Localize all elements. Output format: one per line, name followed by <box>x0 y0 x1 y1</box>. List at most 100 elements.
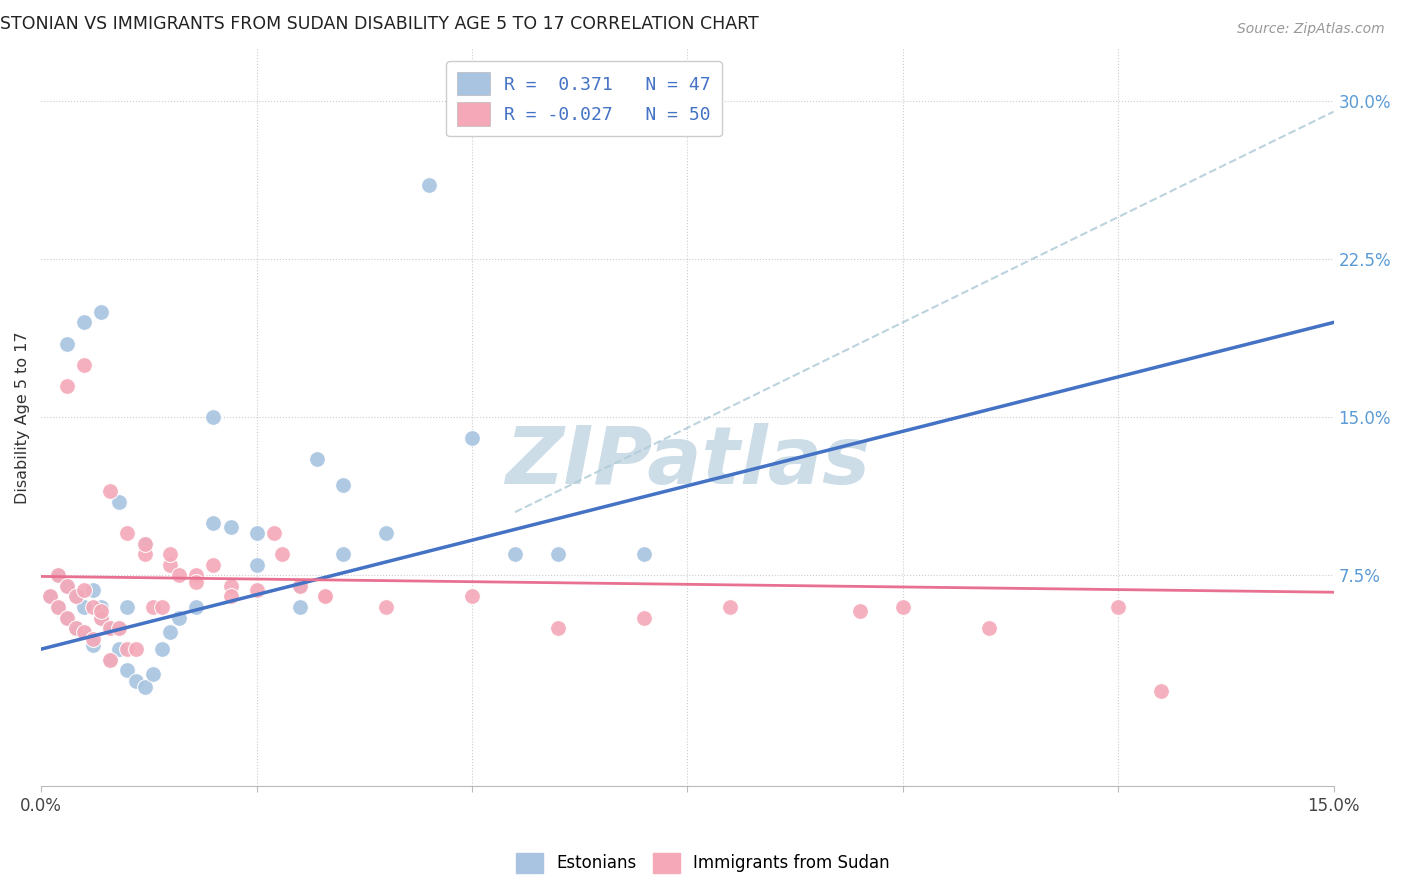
Point <box>245 526 267 541</box>
Point <box>90 599 112 614</box>
Point <box>65 621 87 635</box>
Point <box>167 610 190 624</box>
Point <box>98 653 121 667</box>
Point <box>314 590 336 604</box>
Point <box>288 599 311 614</box>
Point <box>117 663 139 677</box>
Point <box>46 568 69 582</box>
Point <box>142 599 165 614</box>
Point <box>186 574 208 589</box>
Point <box>271 547 294 561</box>
Point <box>65 621 87 635</box>
Point <box>98 621 121 635</box>
Y-axis label: Disability Age 5 to 17: Disability Age 5 to 17 <box>15 331 30 504</box>
Point <box>82 583 104 598</box>
Point <box>82 632 104 646</box>
Point <box>46 568 69 582</box>
Point <box>56 610 79 624</box>
Point <box>418 178 440 193</box>
Point <box>56 610 79 624</box>
Point <box>202 410 225 425</box>
Point <box>73 315 96 329</box>
Point <box>159 547 181 561</box>
Point <box>107 494 129 508</box>
Point <box>125 642 148 657</box>
Point <box>159 558 181 572</box>
Point <box>38 590 60 604</box>
Point <box>73 625 96 640</box>
Point <box>117 642 139 657</box>
Point <box>186 599 208 614</box>
Point <box>202 558 225 572</box>
Point <box>977 621 1000 635</box>
Legend: R =  0.371   N = 47, R = -0.027   N = 50: R = 0.371 N = 47, R = -0.027 N = 50 <box>446 62 721 136</box>
Point <box>263 526 285 541</box>
Point <box>82 638 104 652</box>
Point <box>56 579 79 593</box>
Point <box>82 599 104 614</box>
Point <box>288 579 311 593</box>
Point <box>374 599 396 614</box>
Point <box>374 526 396 541</box>
Point <box>718 599 741 614</box>
Point <box>503 547 526 561</box>
Point <box>107 621 129 635</box>
Point <box>73 358 96 372</box>
Point <box>547 547 569 561</box>
Point <box>332 547 354 561</box>
Point <box>117 526 139 541</box>
Point <box>1150 684 1173 698</box>
Text: ESTONIAN VS IMMIGRANTS FROM SUDAN DISABILITY AGE 5 TO 17 CORRELATION CHART: ESTONIAN VS IMMIGRANTS FROM SUDAN DISABI… <box>0 15 759 33</box>
Point <box>90 604 112 618</box>
Point <box>245 558 267 572</box>
Text: Source: ZipAtlas.com: Source: ZipAtlas.com <box>1237 22 1385 37</box>
Point <box>56 378 79 392</box>
Point <box>98 653 121 667</box>
Point <box>142 667 165 681</box>
Point <box>107 621 129 635</box>
Point <box>332 477 354 491</box>
Text: ZIPatlas: ZIPatlas <box>505 423 870 500</box>
Point <box>134 537 156 551</box>
Point <box>288 579 311 593</box>
Point <box>65 590 87 604</box>
Point <box>461 590 484 604</box>
Point <box>633 610 655 624</box>
Point <box>98 484 121 499</box>
Point <box>98 621 121 635</box>
Point <box>150 599 173 614</box>
Point <box>848 604 870 618</box>
Point <box>150 642 173 657</box>
Point <box>891 599 914 614</box>
Point <box>202 516 225 530</box>
Point <box>461 431 484 445</box>
Point <box>46 599 69 614</box>
Point <box>186 568 208 582</box>
Point <box>245 583 267 598</box>
Point <box>134 680 156 694</box>
Point <box>159 625 181 640</box>
Point <box>134 547 156 561</box>
Point <box>90 610 112 624</box>
Point <box>547 621 569 635</box>
Point <box>219 520 242 534</box>
Point <box>117 599 139 614</box>
Point <box>56 579 79 593</box>
Point <box>305 452 328 467</box>
Point <box>219 590 242 604</box>
Point <box>73 625 96 640</box>
Point <box>73 583 96 598</box>
Point <box>90 305 112 319</box>
Point <box>134 537 156 551</box>
Point <box>90 610 112 624</box>
Legend: Estonians, Immigrants from Sudan: Estonians, Immigrants from Sudan <box>509 847 897 880</box>
Point <box>73 599 96 614</box>
Point <box>38 590 60 604</box>
Point <box>65 590 87 604</box>
Point <box>46 599 69 614</box>
Point <box>107 642 129 657</box>
Point <box>1107 599 1129 614</box>
Point <box>56 336 79 351</box>
Point <box>219 579 242 593</box>
Point <box>633 547 655 561</box>
